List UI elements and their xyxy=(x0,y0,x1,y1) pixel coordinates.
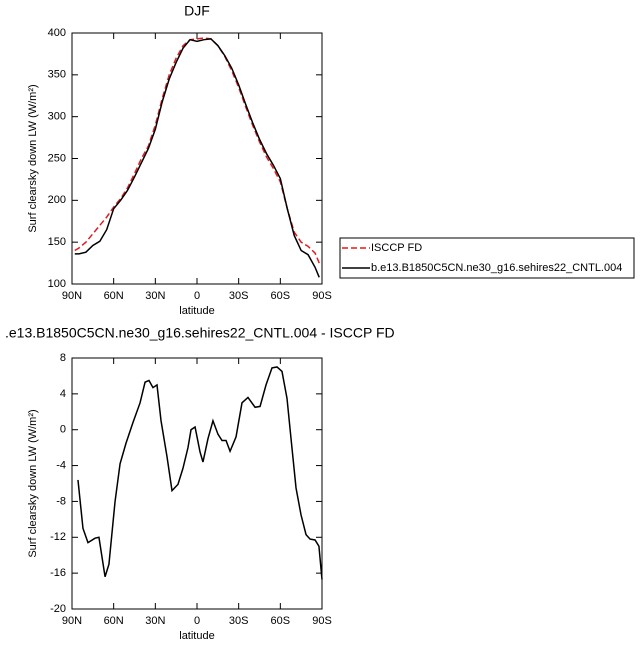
x-tick-label: 60N xyxy=(104,615,124,627)
y-tick-label: 0 xyxy=(60,424,66,436)
y-tick-label: -20 xyxy=(50,603,66,615)
x-tick-label: 60S xyxy=(271,615,291,627)
x-tick-label: 0 xyxy=(194,290,200,302)
y-tick-label: -8 xyxy=(56,495,66,507)
y-axis-label: Surf clearsky down LW (W/m²) xyxy=(27,84,39,232)
data-line xyxy=(74,37,320,264)
x-tick-label: 60S xyxy=(271,290,291,302)
y-tick-label: 300 xyxy=(48,111,66,123)
plot-frame xyxy=(71,32,323,285)
x-axis-label: latitude xyxy=(179,630,214,642)
y-tick-label: -12 xyxy=(50,531,66,543)
y-tick-label: 250 xyxy=(48,152,66,164)
data-line xyxy=(77,366,323,580)
y-tick-label: 4 xyxy=(60,388,66,400)
x-tick-label: 30N xyxy=(145,290,165,302)
x-tick-label: 90N xyxy=(62,290,82,302)
chart-title: .e13.B1850C5CN.ne30_g16.sehires22_CNTL.0… xyxy=(5,325,395,341)
x-tick-label: 90S xyxy=(312,290,332,302)
data-line xyxy=(74,38,320,278)
legend-label: b.e13.B1850C5CN.ne30_g16.sehires22_CNTL.… xyxy=(371,262,622,274)
y-tick-label: 400 xyxy=(48,27,66,39)
x-tick-label: 90S xyxy=(312,615,332,627)
y-tick-label: -4 xyxy=(56,459,66,471)
x-tick-label: 60N xyxy=(104,290,124,302)
y-axis-label: Surf clearsky down LW (W/m²) xyxy=(27,409,39,557)
legend-box xyxy=(339,237,635,279)
y-tick-label: 150 xyxy=(48,236,66,248)
y-tick-label: 350 xyxy=(48,69,66,81)
x-tick-label: 30S xyxy=(229,290,249,302)
x-tick-label: 30N xyxy=(145,615,165,627)
y-tick-label: -16 xyxy=(50,567,66,579)
x-tick-label: 90N xyxy=(62,615,82,627)
legend-label: ISCCP FD xyxy=(371,242,422,254)
x-tick-label: 30S xyxy=(229,615,249,627)
x-axis-label: latitude xyxy=(179,305,214,317)
y-tick-label: 100 xyxy=(48,278,66,290)
x-tick-label: 0 xyxy=(194,615,200,627)
chart-title: DJF xyxy=(184,3,210,19)
y-tick-label: 8 xyxy=(60,352,66,364)
y-tick-label: 200 xyxy=(48,194,66,206)
plot-frame xyxy=(71,357,323,610)
